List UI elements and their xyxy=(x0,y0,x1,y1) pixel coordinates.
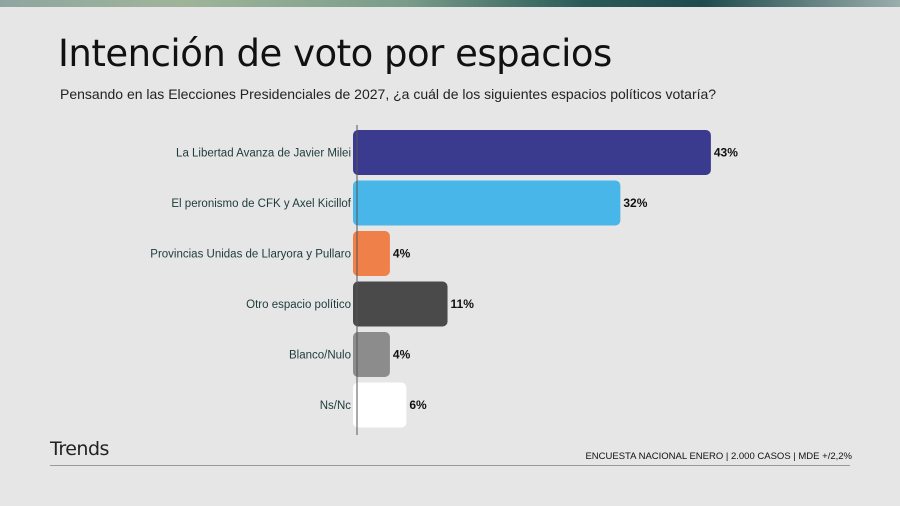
category-label: Provincias Unidas de Llaryora y Pullaro xyxy=(150,249,351,261)
category-label: Blanco/Nulo xyxy=(289,350,351,362)
top-gradient-bar xyxy=(0,0,900,7)
survey-footnote: ENCUESTA NACIONAL ENERO | 2.000 CASOS | … xyxy=(585,451,852,462)
bar xyxy=(353,332,390,377)
bar xyxy=(353,382,407,428)
bar xyxy=(353,180,621,226)
page-title: Intención de voto por espacios xyxy=(58,32,612,75)
bar xyxy=(353,231,390,276)
data-label: 4% xyxy=(393,348,411,362)
category-label: El peronismo de CFK y Axel Kicillof xyxy=(171,198,351,210)
page-subtitle: Pensando en las Elecciones Presidenciale… xyxy=(60,86,717,102)
data-label: 11% xyxy=(451,297,475,311)
category-label: Otro espacio político xyxy=(246,299,351,311)
footer-divider xyxy=(50,465,850,466)
brand-logo: Trends xyxy=(50,438,109,460)
bar xyxy=(353,281,448,327)
data-label: 4% xyxy=(393,247,411,261)
data-label: 6% xyxy=(409,398,427,412)
bar xyxy=(353,130,711,175)
category-label: Ns/Nc xyxy=(320,400,352,412)
data-label: 43% xyxy=(714,146,738,160)
category-label: La Libertad Avanza de Javier Milei xyxy=(176,148,351,160)
data-label: 32% xyxy=(623,196,647,210)
